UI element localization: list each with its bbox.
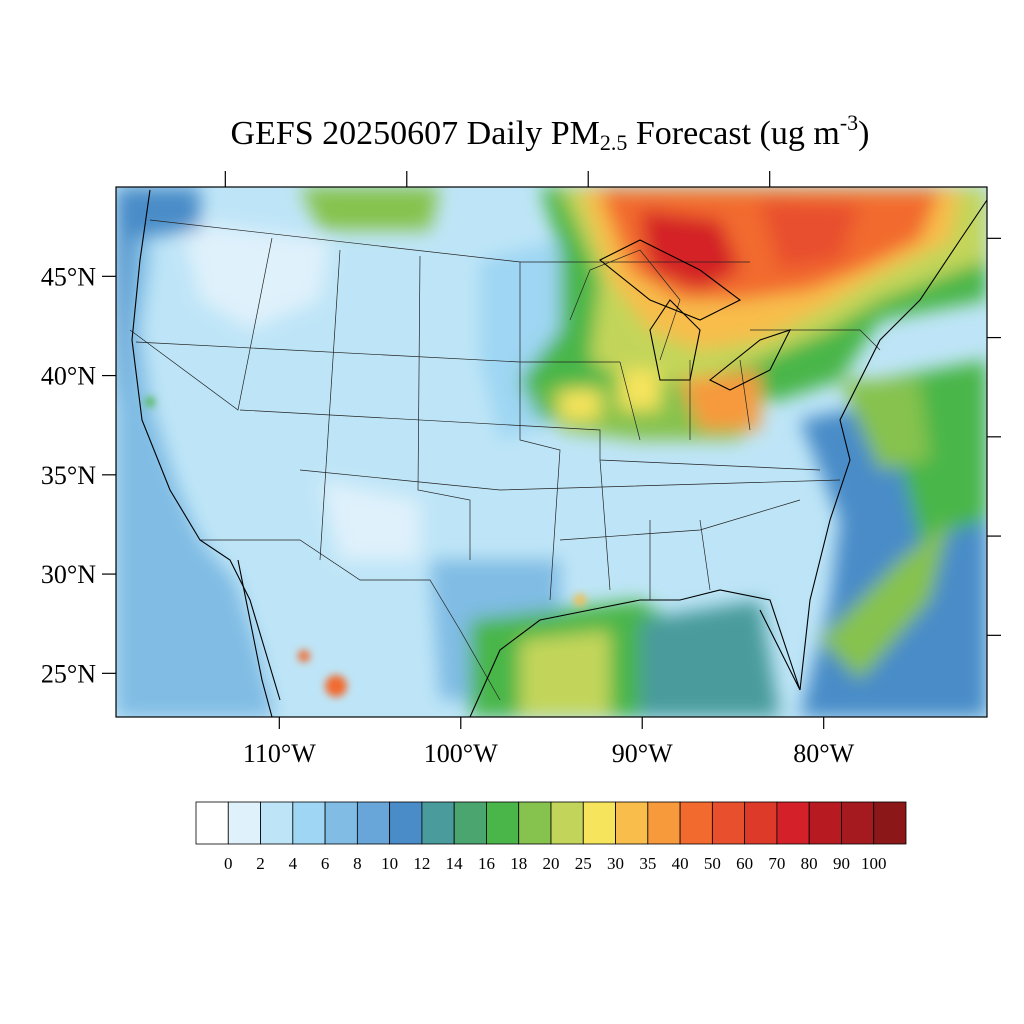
lon-label: 110°W [243,739,316,768]
colorbar-label: 14 [446,854,464,873]
colorbar-swatch [389,801,423,845]
lon-label: 90°W [612,739,673,768]
colorbar-label: 0 [224,854,233,873]
colorbar-label: 8 [353,854,362,873]
colorbar-swatch [679,801,713,845]
colorbar-label: 80 [801,854,818,873]
colorbar: 0 2 4 6 8 10 12 14 16 18 20 25 30 35 40 50 60 70 80 90 100 [195,801,907,873]
state-boundaries [129,219,881,701]
colorbar-swatch [227,801,261,845]
colorbar-swatch [324,801,358,845]
title-superscript: -3 [839,110,859,135]
lon-label: 100°W [424,739,498,768]
map-frame [115,186,988,718]
lat-label: 30°N [41,560,96,589]
colorbar-swatch [292,801,326,845]
title-suffix: ) [858,115,870,152]
colorbar-swatch [518,801,552,845]
colorbar-label: 60 [736,854,753,873]
colorbar-label: 4 [289,854,298,873]
colorbar-swatch [356,801,391,845]
colorbar-label: 20 [543,854,560,873]
colorbar-swatch [486,801,520,845]
lat-label: 40°N [41,362,96,391]
colorbar-label: 10 [381,854,398,873]
colorbar-label: 70 [768,854,785,873]
pm25-field [116,187,987,717]
colorbar-label: 25 [575,854,592,873]
longitude-axis: 110°W 100°W 90°W 80°W [224,171,855,768]
colorbar-label: 50 [704,854,721,873]
colorbar-label: 35 [639,854,656,873]
colorbar-swatch [873,801,907,845]
colorbar-swatch [195,801,229,845]
map-title: GEFS 20250607 Daily PM2.5 Forecast (ug m… [0,112,1024,156]
colorbar-swatch [582,801,616,845]
coastlines [131,189,987,717]
colorbar-swatch [841,801,875,845]
lat-label: 45°N [41,262,96,291]
colorbar-label: 30 [607,854,624,873]
colorbar-swatch [421,801,455,845]
colorbar-swatch [453,801,487,845]
colorbar-swatch [615,801,649,845]
colorbar-label: 40 [672,854,689,873]
colorbar-swatch [260,801,294,845]
colorbar-label: 6 [321,854,330,873]
latitude-axis: 45°N 40°N 35°N 30°N 25°N [41,237,1001,688]
colorbar-label: 16 [478,854,495,873]
colorbar-swatch [808,801,842,845]
colorbar-label: 12 [413,854,430,873]
title-subscript: 2.5 [599,130,628,155]
colorbar-label: 18 [510,854,527,873]
colorbar-swatch [776,801,810,845]
lon-label: 80°W [793,739,854,768]
colorbar-swatch [550,801,584,845]
colorbar-label: 2 [256,854,265,873]
colorbar-swatch [711,801,746,845]
title-middle: Forecast (ug m [627,115,840,152]
lat-label: 35°N [41,461,96,490]
colorbar-swatch [647,801,681,845]
colorbar-label: 90 [833,854,850,873]
colorbar-swatch [744,801,778,845]
title-prefix: GEFS 20250607 Daily PM [230,115,600,152]
lat-label: 25°N [41,659,96,688]
colorbar-label: 100 [861,854,887,873]
